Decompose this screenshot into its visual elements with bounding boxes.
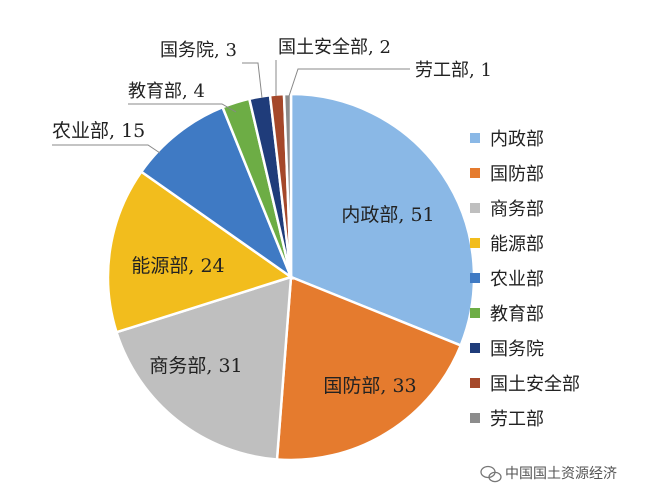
legend-swatch-7 [470,378,480,388]
legend-swatch-1 [470,168,480,178]
legend-label-7: 国土安全部 [490,374,580,395]
data-label-4: 农业部, 15 [52,120,145,142]
slice-1 [275,275,463,462]
legend-swatch-0 [470,133,480,143]
data-label-5: 教育部, 4 [128,81,205,102]
legend-label-6: 国务院 [490,339,544,360]
slice-0 [289,92,476,348]
data-label-3: 能源部, 24 [131,255,224,277]
leader-line-5 [128,103,237,113]
wechat-icon [480,465,502,483]
leader-line-6 [242,62,263,99]
legend-swatch-3 [470,238,480,248]
leader-line-4 [52,144,161,154]
data-label-1: 国防部, 33 [323,375,416,397]
slice-4 [139,105,294,281]
legend-label-2: 商务部 [490,199,544,220]
data-label-6: 国务院, 3 [160,40,237,61]
legend-label-8: 劳工部 [490,409,544,430]
legend-swatch-4 [470,273,480,283]
slice-2 [114,275,293,461]
data-label-0: 内政部, 51 [341,204,434,226]
legend-label-1: 国防部 [490,164,544,185]
legend-swatch-5 [470,308,480,318]
leader-line-8 [288,68,410,97]
watermark-text: 中国国土资源经济 [505,466,617,482]
slice-3 [106,169,294,334]
legend-label-4: 农业部 [490,269,544,290]
legend-swatch-8 [470,413,480,423]
legend-swatch-2 [470,203,480,213]
legend-label-3: 能源部 [490,234,544,255]
data-label-7: 国土安全部, 2 [278,37,391,58]
legend-swatch-6 [470,343,480,353]
slice-8 [282,92,293,278]
legend-label-0: 内政部 [490,129,544,150]
legend-label-5: 教育部 [490,304,544,325]
data-label-8: 劳工部, 1 [415,60,492,81]
data-label-2: 商务部, 31 [149,355,242,377]
